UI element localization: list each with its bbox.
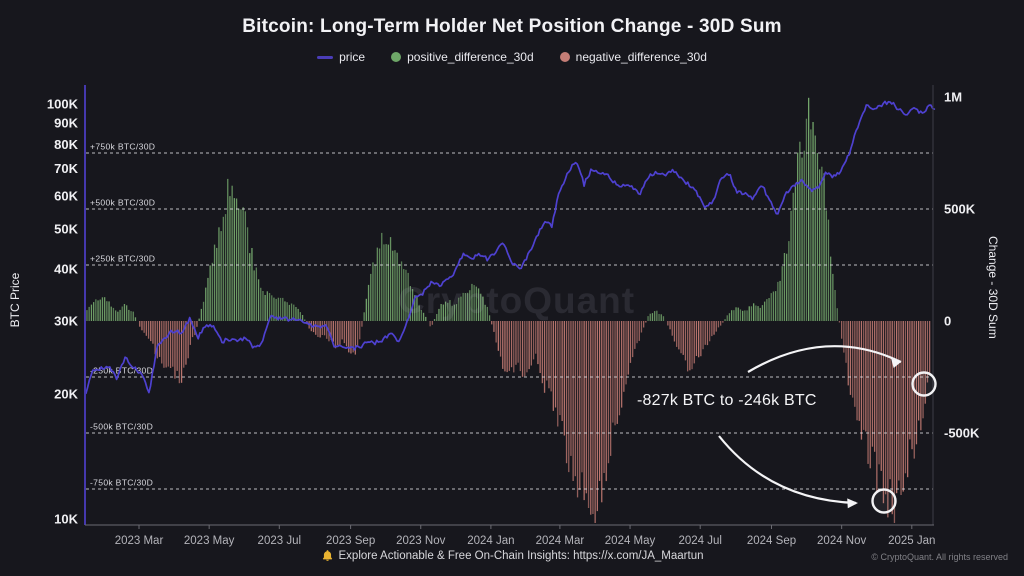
guide-label: -750k BTC/30D	[90, 478, 153, 488]
x-axis-tick-label: 2024 Nov	[817, 535, 866, 547]
x-axis-tick-label: 2024 Mar	[536, 535, 585, 547]
right-axis-title: Change - 30D Sum	[986, 236, 1000, 339]
negative-bars-series[interactable]	[139, 321, 931, 523]
x-axis-tick-label: 2024 Jan	[467, 535, 514, 547]
x-axis-tick-label: 2023 Nov	[396, 535, 445, 547]
guide-label: +750k BTC/30D	[90, 142, 155, 152]
positive-bars-series[interactable]	[86, 97, 838, 321]
negative-dot-swatch	[559, 52, 570, 62]
price-line-swatch	[317, 55, 334, 59]
left-axis-tick-label: 70K	[54, 161, 78, 176]
right-axis-tick-label: -500K	[944, 426, 980, 441]
left-axis-tick-label: 10K	[54, 511, 78, 526]
right-axis-tick-label: 1M	[944, 90, 962, 105]
guide-label: -250k BTC/30D	[90, 366, 153, 376]
annotation-circle-trough	[871, 488, 897, 514]
bell-icon	[322, 550, 332, 561]
guide-label: -500k BTC/30D	[90, 422, 153, 432]
left-axis-tick-label: 40K	[54, 262, 78, 277]
annotation-arrows	[718, 345, 937, 514]
legend-label: negative_difference_30d	[575, 50, 707, 64]
guide-lines: +750k BTC/30D +500k BTC/30D +250k BTC/30D -…	[86, 142, 933, 490]
annotation-circle-latest	[911, 371, 937, 397]
guide-label: +250k BTC/30D	[90, 254, 155, 264]
footer-promo: Explore Actionable & Free On-Chain Insig…	[0, 549, 1024, 562]
legend: price positive_difference_30d negative_d…	[0, 50, 1024, 64]
footer-promo-text: Explore Actionable & Free On-Chain Insig…	[338, 549, 704, 562]
left-axis-tick-label: 20K	[54, 387, 78, 402]
legend-item-positive-difference[interactable]: positive_difference_30d	[391, 50, 534, 64]
x-axis-tick-label: 2025 Jan	[888, 535, 935, 547]
legend-label: positive_difference_30d	[407, 50, 534, 64]
x-axis-tick-label: 2023 Mar	[115, 535, 164, 547]
price-line-series[interactable]	[85, 100, 936, 395]
left-axis-tick-label: 90K	[54, 116, 78, 131]
right-axis-tick-label: 0	[944, 314, 951, 329]
left-axis-tick-label: 60K	[54, 189, 78, 204]
left-axis-tick-label: 30K	[54, 314, 78, 329]
x-axis-tick-label: 2024 Sep	[747, 535, 796, 547]
left-axis-tick-label: 100K	[47, 97, 79, 112]
legend-item-negative-difference[interactable]: negative_difference_30d	[559, 50, 707, 64]
legend-item-price[interactable]: price	[317, 50, 365, 64]
x-axis-tick-label: 2023 May	[184, 535, 235, 547]
legend-label: price	[339, 50, 366, 64]
chart-title: Bitcoin: Long-Term Holder Net Position C…	[242, 16, 782, 37]
right-axis-tick-label: 500K	[944, 202, 976, 217]
x-axis-tick-label: 2023 Jul	[258, 535, 301, 547]
annotation-text: -827k BTC to -246k BTC	[637, 392, 817, 409]
left-axis-tick-label: 80K	[54, 137, 78, 152]
guide-label: +500k BTC/30D	[90, 198, 155, 208]
footer-copyright: © CryptoQuant. All rights reserved	[871, 552, 1008, 562]
x-axis-tick-label: 2024 May	[605, 535, 656, 547]
positive-dot-swatch	[391, 52, 402, 62]
x-axis-tick-label: 2024 Jul	[678, 535, 721, 547]
left-axis-tick-label: 50K	[54, 221, 78, 236]
x-axis-tick-label: 2023 Sep	[326, 535, 375, 547]
